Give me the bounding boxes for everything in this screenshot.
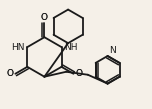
Text: O: O bbox=[41, 13, 48, 22]
Text: O: O bbox=[41, 13, 48, 22]
Text: NH: NH bbox=[64, 43, 78, 52]
Text: N: N bbox=[110, 46, 116, 55]
Text: O: O bbox=[75, 69, 82, 78]
Text: O: O bbox=[75, 69, 82, 78]
Text: HN: HN bbox=[11, 43, 24, 52]
Text: O: O bbox=[6, 69, 13, 78]
Text: O: O bbox=[6, 69, 13, 78]
